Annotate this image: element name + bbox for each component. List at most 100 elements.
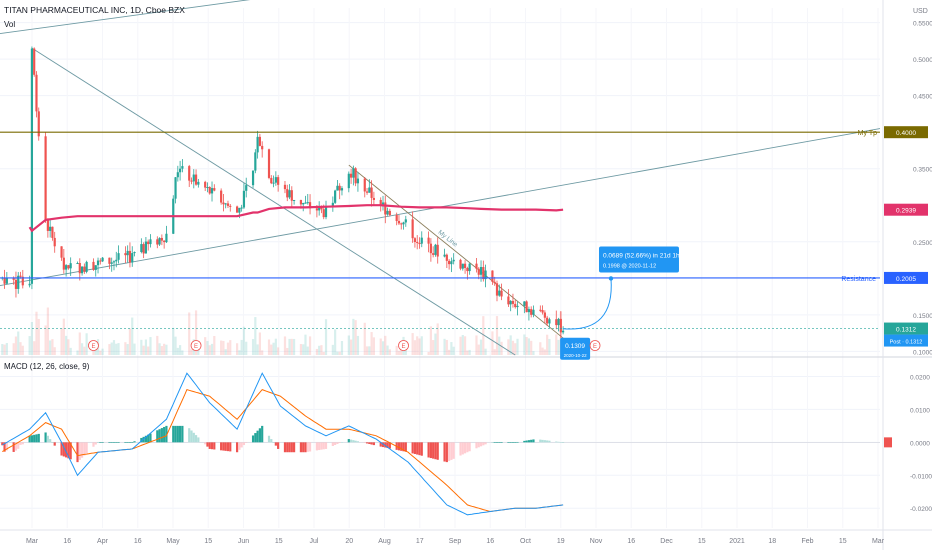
volume-bar [101,348,104,355]
macd-histogram-bar [411,442,414,454]
volume-bar [53,347,56,355]
candle [210,188,214,194]
resistance-badge-bg [884,271,928,284]
candle [418,243,421,245]
volume-bar [347,335,350,355]
volume-bar [226,342,230,355]
candle [400,223,403,225]
volume-bar [256,344,259,355]
macd-histogram-bar [555,441,558,443]
price-candles [1,46,565,339]
volume-bar [299,344,303,355]
macd-histogram-bar [156,430,159,443]
candle [235,206,239,213]
candle [240,207,243,209]
volume-bar [320,345,323,355]
candle [306,202,309,204]
volume-bar [386,345,389,355]
candle [251,170,255,186]
volume-bar [272,342,275,355]
macd-histogram-bar [338,442,341,444]
volume-bar [368,346,371,355]
volume-bar [190,349,193,355]
macd-histogram-bar [99,442,102,443]
volume-bar [274,338,277,355]
macd-histogram-bar [443,442,446,462]
volume-bar [411,333,414,355]
candle [96,260,100,266]
volume-bar [35,311,38,355]
macd-histogram-bar [115,442,118,443]
volume-bar [450,342,453,355]
candle [261,145,264,150]
candle [562,330,565,333]
macd-histogram-bar [14,442,18,451]
time-tick-label: 20 [345,538,353,545]
volume-bar [267,339,271,355]
candle [62,257,65,270]
macd-histogram-bar [548,440,551,443]
candle [402,222,405,225]
volume-bar [270,344,273,355]
time-tick-label: 19 [557,538,565,545]
macd-histogram-bar [53,442,56,446]
volume-bar [210,343,214,355]
macd-histogram-bar [62,442,65,457]
volume-bar [395,345,398,355]
candle [78,262,81,274]
macd-histogram-bar [286,442,289,453]
candle [416,241,419,244]
candle [115,259,118,262]
macd-histogram-bar [229,442,232,452]
candle [108,257,111,264]
macd-histogram-bar [67,442,70,459]
macd-histogram-bar [96,442,100,443]
macd-histogram-bar [30,435,34,443]
candle [204,181,207,188]
volume-bar [33,341,36,355]
volume-bar [115,343,118,355]
volume-bar [172,327,175,355]
macd-histogram-bar [3,442,6,452]
candle [92,261,95,270]
candle [318,206,321,211]
candle [283,184,287,190]
projection-point [608,276,614,281]
macd-histogram-bar [299,442,303,453]
macd-signal-line [2,388,564,513]
candle [493,281,496,284]
volume-bar [163,343,166,355]
volume-bar [128,328,132,355]
volume-bar [235,343,239,355]
volume-bar [546,334,549,355]
candle [500,290,503,297]
candle [277,177,280,185]
macd-histogram-bar [188,428,191,443]
macd-histogram-bar [92,442,95,447]
candle [324,206,328,218]
macd-histogram-bar [530,439,533,443]
ma-line [28,204,564,233]
volume-bar [99,350,102,355]
volume-bar [208,345,211,355]
macd-histogram-bar [160,428,163,443]
macd-histogram-bar [318,442,321,451]
candle [160,237,163,241]
macd-histogram-bar [149,433,152,443]
candle [530,309,533,315]
volume-bar [525,337,528,355]
macd-histogram-bar [516,441,519,443]
macd-histogram-bar [5,442,8,451]
macd-histogram-bar [475,442,478,449]
macd-histogram-bar [413,442,417,454]
volume-bar [338,351,341,355]
macd-histogram-bar [543,440,546,443]
volume-bar [334,329,337,355]
last-price-badge-bg [884,322,928,335]
macd-histogram-bar [466,442,469,453]
macd-histogram-bar [363,442,366,443]
candle [331,202,334,207]
candle [527,309,531,313]
